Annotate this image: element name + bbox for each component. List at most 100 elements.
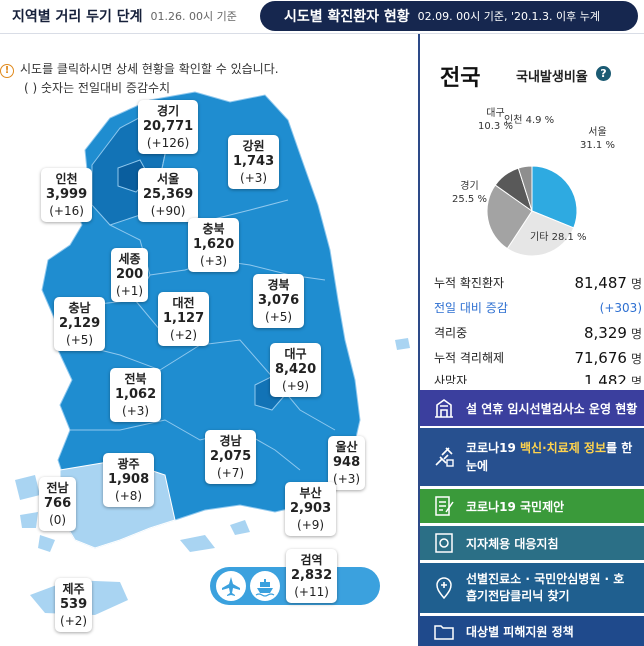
link-damage-support[interactable]: 대상별 피해지원 정책 <box>420 616 644 646</box>
link-local-guidelines[interactable]: 지자체용 대응지침 <box>420 526 644 560</box>
region-value: 20,771 <box>143 119 194 134</box>
map-guide: ! 시도를 클릭하시면 상세 현황을 확인할 수 있습니다. ( ) 숫자는 전일… <box>0 60 279 98</box>
guide-line-2: ( ) 숫자는 전일대비 증감수치 <box>24 81 171 95</box>
region-value: 1,743 <box>233 154 275 169</box>
tab-regional-title: 시도별 확진환자 현황 <box>284 9 410 25</box>
info-icon: ! <box>0 64 14 78</box>
region-diff: (+7) <box>217 466 245 480</box>
region-card-gwangju[interactable]: 광주 1,908 (+8) <box>103 453 155 507</box>
pie-slice-0 <box>531 165 578 229</box>
region-card-ulsan[interactable]: 울산 948 (+3) <box>328 436 366 490</box>
region-diff: (+8) <box>115 489 143 503</box>
stat-row-daily-change: 전일 대비 증감 (+303) <box>434 295 642 320</box>
stats-table: 누적 확진환자 81,487 명 전일 대비 증감 (+303) 격리중 8,32… <box>434 270 642 385</box>
pie-slice-4 <box>517 165 533 212</box>
region-card-incheon[interactable]: 인천 3,999 (+16) <box>41 168 93 222</box>
stat-unit: 명 <box>630 375 642 384</box>
region-value: 948 <box>333 455 361 470</box>
region-name: 충북 <box>202 222 225 236</box>
region-diff: (+9) <box>297 518 325 532</box>
region-value: 1,127 <box>163 311 205 326</box>
map-islands-south <box>180 520 250 552</box>
region-card-gyeongnam[interactable]: 경남 2,075 (+7) <box>205 430 257 484</box>
region-card-gyeonggi[interactable]: 경기 20,771 (+126) <box>138 100 199 154</box>
region-diff: (+90) <box>150 204 186 218</box>
link-vaccine-info[interactable]: 코로나19 백신·치료제 정보를 한눈에 <box>420 428 644 486</box>
region-name: 충남 <box>68 301 91 315</box>
stat-row-released: 누적 격리해제 71,676 명 <box>434 345 642 370</box>
region-diff: (+2) <box>60 614 88 628</box>
region-value: 539 <box>60 597 88 612</box>
region-card-gangwon[interactable]: 강원 1,743 (+3) <box>228 135 280 189</box>
pie-label-etc: 기타 28.1 % <box>530 232 587 243</box>
link-holiday-testing[interactable]: 설 연휴 임시선별검사소 운영 현황 <box>420 390 644 426</box>
guide-icon <box>435 533 453 553</box>
region-diff: (+11) <box>294 585 329 599</box>
region-diff: (+5) <box>66 333 94 347</box>
region-card-jeonbuk[interactable]: 전북 1,062 (+3) <box>110 368 162 422</box>
stat-label: 사망자 <box>434 374 468 384</box>
region-value: 2,903 <box>290 501 332 516</box>
region-name: 부산 <box>299 486 322 500</box>
region-value: 3,999 <box>46 187 88 202</box>
tab-regional-date: 02.09. 00시 기준, '20.1.3. 이후 누계 <box>417 10 600 23</box>
region-diff: (+5) <box>265 310 293 324</box>
region-name: 경기 <box>157 104 180 118</box>
syringe-icon <box>435 447 454 467</box>
link-find-clinics[interactable]: 선별진료소 · 국민안심병원 · 호흡기전담클리닉 찾기 <box>420 563 644 613</box>
region-card-busan[interactable]: 부산 2,903 (+9) <box>285 482 337 536</box>
stat-value: 1,482 <box>584 372 627 384</box>
edit-icon <box>435 496 454 516</box>
tab-regional-cases[interactable]: 시도별 확진환자 현황 02.09. 00시 기준, '20.1.3. 이후 누… <box>260 1 638 31</box>
help-icon[interactable]: ? <box>596 66 611 81</box>
link-label: 코로나19 백신·치료제 정보를 한눈에 <box>466 441 633 473</box>
region-value: 200 <box>116 267 144 282</box>
building-icon <box>435 399 453 418</box>
region-card-jeju[interactable]: 제주 539 (+2) <box>55 578 93 632</box>
region-diff: (+9) <box>282 379 310 393</box>
region-name: 전북 <box>124 372 147 386</box>
pie-label-incheon: 인천 4.9 % <box>504 115 555 126</box>
hospital-icon <box>436 577 452 600</box>
region-value: 1,062 <box>115 387 157 402</box>
region-diff: (+3) <box>333 472 361 486</box>
region-diff: (+3) <box>240 171 268 185</box>
pie-label-daegu: 대구 10.3 % <box>478 108 513 132</box>
stat-value: 71,676 <box>574 348 627 367</box>
region-card-quarantine[interactable]: 검역 2,832 (+11) <box>286 549 338 603</box>
link-label: 지자체용 대응지침 <box>466 536 559 551</box>
map-ulleung <box>395 338 410 350</box>
region-value: 766 <box>44 496 72 511</box>
region-card-daegu[interactable]: 대구 8,420 (+9) <box>270 343 322 397</box>
tab-distancing-title: 지역별 거리 두기 단계 <box>12 9 143 25</box>
region-card-gyeongbuk[interactable]: 경북 3,076 (+5) <box>253 274 305 328</box>
region-card-daejeon[interactable]: 대전 1,127 (+2) <box>158 292 210 346</box>
region-name: 울산 <box>335 440 358 454</box>
pie-slice-2 <box>486 184 533 250</box>
region-name: 검역 <box>300 553 323 567</box>
region-card-chungbuk[interactable]: 충북 1,620 (+3) <box>188 218 240 272</box>
pie-label-seoul: 서울 31.1 % <box>580 127 615 151</box>
region-card-sejong[interactable]: 세종 200 (+1) <box>111 248 149 302</box>
region-name: 세종 <box>118 252 141 266</box>
tab-distancing-levels[interactable]: 지역별 거리 두기 단계 01.26. 00시 기준 <box>0 0 258 32</box>
guide-line-1: 시도를 클릭하시면 상세 현황을 확인할 수 있습니다. <box>20 62 279 76</box>
region-value: 2,129 <box>59 316 101 331</box>
region-diff: (+126) <box>146 136 190 150</box>
ship-icon <box>250 571 280 601</box>
region-name: 제주 <box>62 582 85 596</box>
region-card-chungnam[interactable]: 충남 2,129 (+5) <box>54 297 106 351</box>
stat-row-isolated: 격리중 8,329 명 <box>434 320 642 345</box>
region-value: 3,076 <box>258 293 300 308</box>
region-card-seoul[interactable]: 서울 25,369 (+90) <box>138 168 199 222</box>
region-name: 서울 <box>157 172 180 186</box>
region-card-jeonnam[interactable]: 전남 766 (0) <box>39 477 77 531</box>
region-value: 25,369 <box>143 187 194 202</box>
stat-label: 누적 격리해제 <box>434 351 505 365</box>
region-diff: (+1) <box>116 284 144 298</box>
map-islands-west <box>15 475 55 552</box>
stat-row-total: 누적 확진환자 81,487 명 <box>434 270 642 295</box>
link-public-proposal[interactable]: 코로나19 국민제안 <box>420 489 644 523</box>
tab-distancing-date: 01.26. 00시 기준 <box>150 10 237 23</box>
region-name: 인천 <box>55 172 78 186</box>
